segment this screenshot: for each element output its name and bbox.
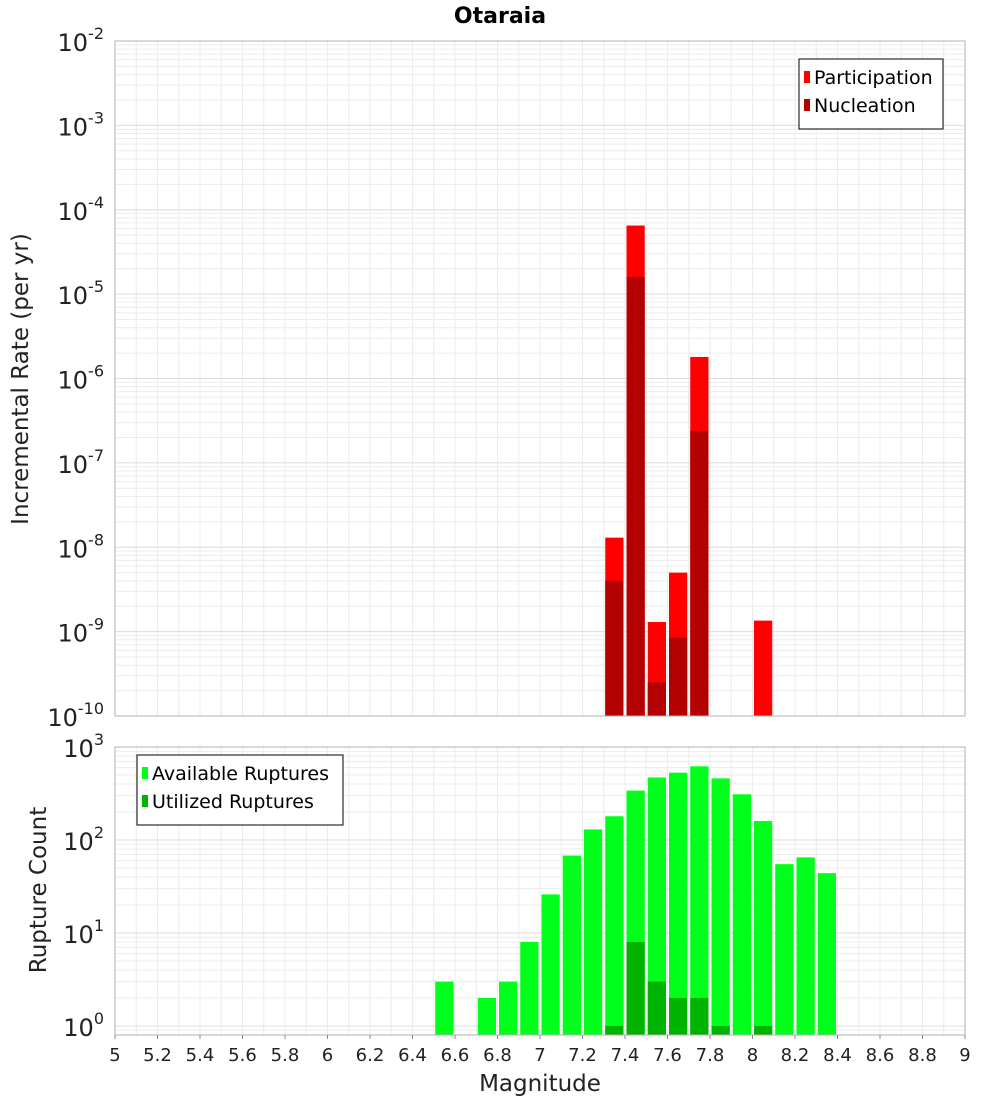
top-y-axis-title: Incremental Rate (per yr) [8, 233, 34, 525]
bottom-bar-series1 [775, 864, 794, 1035]
x-tick-label: 7.2 [568, 1045, 597, 1066]
bottom-bar-series1 [796, 857, 815, 1035]
top-legend-swatch [804, 71, 810, 83]
top-bar-series1 [754, 620, 773, 716]
top-bar-series2 [669, 637, 688, 716]
bottom-bar-series1 [817, 873, 836, 1035]
bottom-bar-series1 [584, 829, 603, 1035]
bottom-bar-series2 [605, 1025, 624, 1035]
bottom-bar-series2 [626, 942, 645, 1035]
bottom-y-tick-label: 101 [63, 916, 104, 949]
top-plot-frame [114, 40, 966, 717]
top-bar-series2 [605, 580, 624, 716]
top-y-tick-label: 10-8 [58, 530, 105, 563]
bottom-bar-series1 [499, 981, 518, 1035]
top-y-tick-label: 10-2 [58, 24, 105, 57]
bottom-bar-series1 [690, 766, 709, 1035]
x-tick-label: 8.6 [866, 1045, 895, 1066]
bottom-y-axis-title: Rupture Count [26, 807, 52, 973]
top-legend-label: Nucleation [814, 95, 916, 117]
x-tick-label: 7.8 [696, 1045, 725, 1066]
top-bar-series2 [690, 430, 709, 716]
top-bar-series2 [647, 682, 666, 716]
top-plot-panel: 10-2 10-3 10-4 10-5 10-6 10-7 10-8 10-9 10-10 Par… [47, 24, 966, 732]
x-tick-label: 5.4 [186, 1045, 215, 1066]
bottom-bar-series1 [477, 997, 496, 1035]
top-y-tick-label: 10-9 [58, 615, 105, 648]
bottom-bar-series1 [754, 821, 773, 1035]
top-y-tick-label: 10-6 [58, 362, 105, 395]
bottom-bar-series1 [732, 794, 751, 1035]
top-y-tick-label: 10-3 [58, 108, 105, 141]
x-tick-label: 5.2 [143, 1045, 172, 1066]
x-tick-label: 8.8 [908, 1045, 937, 1066]
top-y-tick-label: 10-4 [58, 193, 105, 226]
bottom-bar-series1 [711, 778, 730, 1035]
x-tick-label: 9 [959, 1045, 970, 1066]
bottom-legend-label: Available Ruptures [152, 763, 329, 785]
bottom-legend-box [136, 754, 344, 826]
x-tick-label: 8.2 [781, 1045, 810, 1066]
top-bar-series2 [626, 276, 645, 716]
bottom-bar-series1 [520, 942, 539, 1035]
bottom-bar-series1 [435, 981, 454, 1035]
x-tick-label: 7.6 [653, 1045, 682, 1066]
bottom-bar-series2 [754, 1025, 773, 1035]
x-tick-label: 6.8 [483, 1045, 512, 1066]
top-y-tick-label: 10-10 [47, 699, 104, 732]
bottom-bar-series2 [711, 1025, 730, 1035]
bottom-legend-swatch [142, 795, 148, 807]
top-y-tick-label: 10-5 [58, 277, 105, 310]
x-tick-label: 6.6 [441, 1045, 470, 1066]
bottom-bar-series2 [647, 981, 666, 1035]
top-legend-box [798, 58, 944, 130]
bottom-y-tick-label: 100 [63, 1009, 104, 1042]
x-tick-label: 6.2 [356, 1045, 385, 1066]
bottom-bar-series1 [562, 855, 581, 1035]
bottom-bar-series1 [605, 816, 624, 1035]
chart-title: Otaraia [454, 4, 546, 29]
top-y-tick-label: 10-7 [58, 446, 105, 479]
bottom-y-tick-label: 102 [63, 823, 104, 856]
bottom-bar-series2 [690, 997, 709, 1035]
x-tick-label: 6.4 [398, 1045, 427, 1066]
bottom-legend-label: Utilized Ruptures [152, 791, 314, 813]
x-tick-label: 8.4 [823, 1045, 852, 1066]
bottom-bar-series1 [541, 894, 560, 1035]
x-tick-label: 8 [747, 1045, 758, 1066]
x-tick-label: 5 [109, 1045, 120, 1066]
bottom-legend-swatch [142, 767, 148, 779]
x-tick-label: 5.8 [271, 1045, 300, 1066]
x-tick-label: 7 [534, 1045, 545, 1066]
bottom-bar-series1 [669, 772, 688, 1035]
top-legend-label: Participation [814, 67, 933, 89]
bottom-bar-series1 [647, 777, 666, 1035]
bottom-bar-series2 [669, 997, 688, 1035]
x-tick-label: 7.4 [611, 1045, 640, 1066]
x-tick-label: 5.6 [228, 1045, 257, 1066]
top-legend-swatch [804, 99, 810, 111]
x-tick-label: 6 [322, 1045, 333, 1066]
x-axis-title: Magnitude [479, 1071, 601, 1097]
bottom-y-tick-label: 103 [63, 730, 104, 763]
